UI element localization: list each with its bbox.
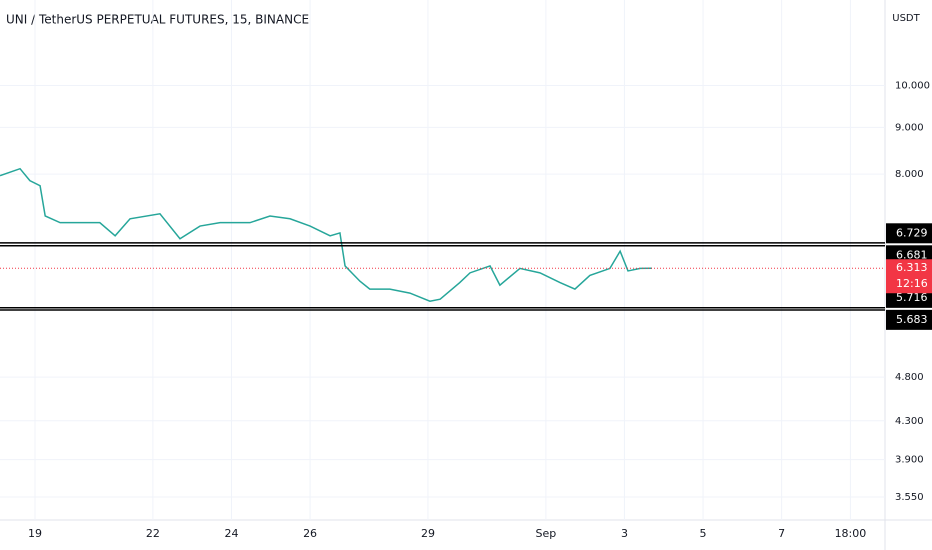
x-tick-label: 3 (621, 527, 628, 540)
price-label: 6.729 (896, 226, 928, 239)
price-label: 5.716 (896, 291, 928, 304)
y-tick-label: 4.800 (895, 372, 924, 383)
price-line (0, 167, 652, 303)
x-tick-label: 7 (778, 527, 785, 540)
price-label: 5.683 (896, 313, 928, 326)
y-tick-label: 9.000 (895, 122, 924, 133)
x-tick-label: 18:00 (835, 527, 867, 540)
price-label-box (886, 223, 932, 244)
x-tick-label: 26 (303, 527, 317, 540)
x-tick-label: 22 (146, 527, 160, 540)
y-tick-label: 8.000 (895, 169, 924, 180)
price-label: 6.681 (896, 248, 928, 261)
y-tick-label: 3.900 (895, 455, 924, 466)
currency-label: USDT (892, 13, 920, 24)
y-tick-label: 3.550 (895, 492, 924, 503)
countdown-label: 12:16 (896, 277, 928, 290)
x-tick-label: 5 (700, 527, 707, 540)
x-tick-label: Sep (535, 527, 556, 540)
x-tick-label: 29 (421, 527, 435, 540)
x-tick-label: 19 (28, 527, 42, 540)
y-tick-label: 10.000 (895, 80, 930, 91)
last-price-box (886, 259, 932, 294)
chart-title: UNI / TetherUS PERPETUAL FUTURES, 15, BI… (6, 13, 309, 27)
y-tick-label: 4.300 (895, 416, 924, 427)
price-label-box (886, 309, 932, 330)
x-tick-label: 24 (224, 527, 238, 540)
last-price-label: 6.313 (896, 261, 928, 274)
